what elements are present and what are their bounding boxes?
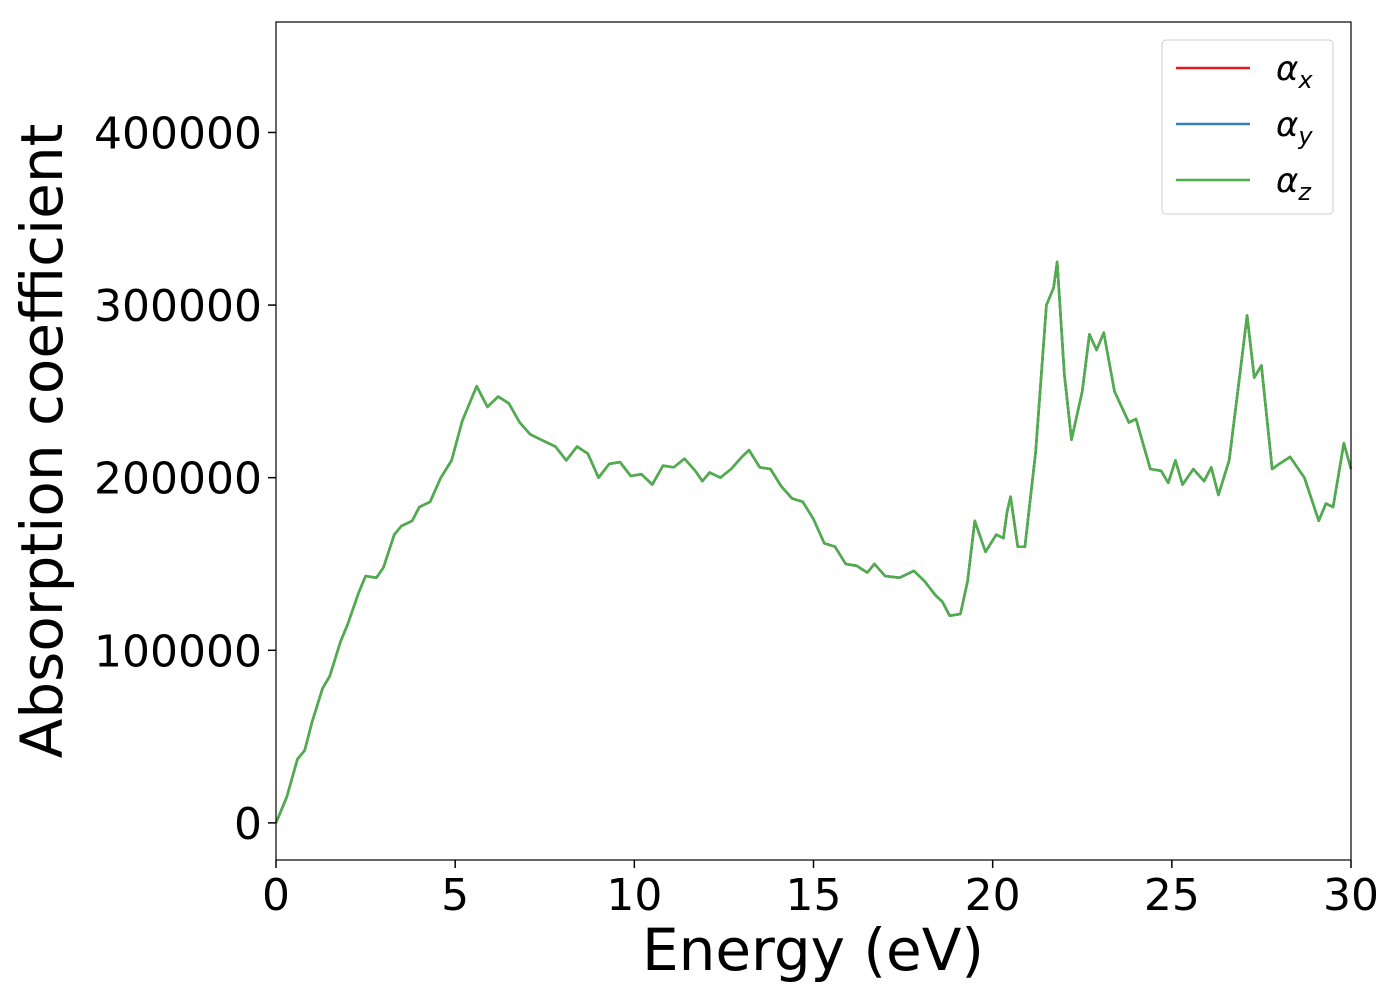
y-tick-label: 400000 — [94, 108, 262, 159]
y-axis-label: Absorption coefficient — [8, 124, 76, 759]
y-tick-label: 300000 — [94, 281, 262, 332]
x-tick-label: 5 — [441, 870, 469, 921]
y-tick-label: 100000 — [94, 626, 262, 677]
x-tick-label: 30 — [1323, 870, 1379, 921]
legend-box — [1161, 39, 1334, 215]
y-tick-label: 200000 — [94, 454, 262, 505]
y-tick-label: 0 — [234, 799, 262, 850]
x-tick-label: 15 — [786, 870, 842, 921]
x-axis-label: Energy (eV) — [642, 916, 984, 984]
legend-label: αx — [1276, 49, 1313, 94]
legend-label: αz — [1276, 161, 1312, 206]
x-tick-label: 20 — [965, 870, 1021, 921]
series-line — [274, 260, 1353, 824]
x-tick-label: 0 — [262, 870, 290, 921]
x-tick-label: 10 — [606, 870, 662, 921]
x-tick-label: 25 — [1144, 870, 1200, 921]
plot-frame — [275, 21, 1352, 861]
legend-label: αy — [1276, 105, 1313, 150]
